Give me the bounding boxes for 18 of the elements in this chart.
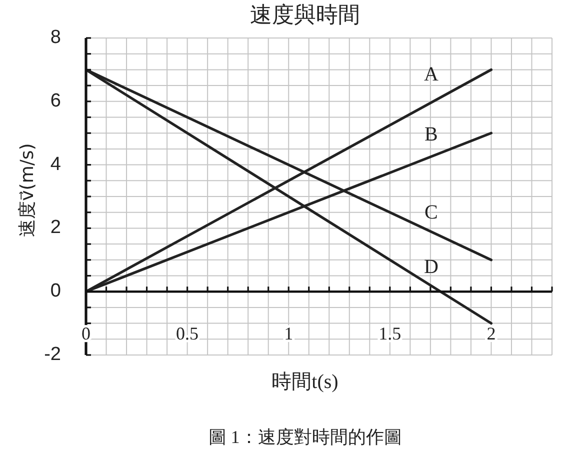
series-label: C [424, 201, 438, 224]
chart-title: 速度與時間 [249, 1, 361, 29]
x-tick-label: 2 [486, 324, 496, 344]
series-label: A [424, 63, 439, 86]
y-tick-label: -2 [44, 344, 61, 366]
x-tick-label: 1.5 [378, 324, 402, 344]
y-tick-label: 2 [50, 217, 61, 238]
series-label: D [424, 256, 438, 278]
y-tick-label: 4 [50, 154, 62, 175]
x-axis-title: 時間t(s) [270, 370, 340, 395]
y-tick-label: 6 [50, 90, 61, 112]
series-label: B [424, 124, 438, 146]
x-tick-label: 0.5 [176, 324, 199, 344]
y-axis-title: 速度v⃗(m/s) [16, 143, 39, 237]
y-tick-label: 8 [50, 27, 61, 48]
y-tick-label: 0 [50, 280, 61, 302]
caption: 圖 1：速度對時間的作圖 [207, 426, 403, 449]
x-tick-label: 1 [284, 324, 294, 344]
